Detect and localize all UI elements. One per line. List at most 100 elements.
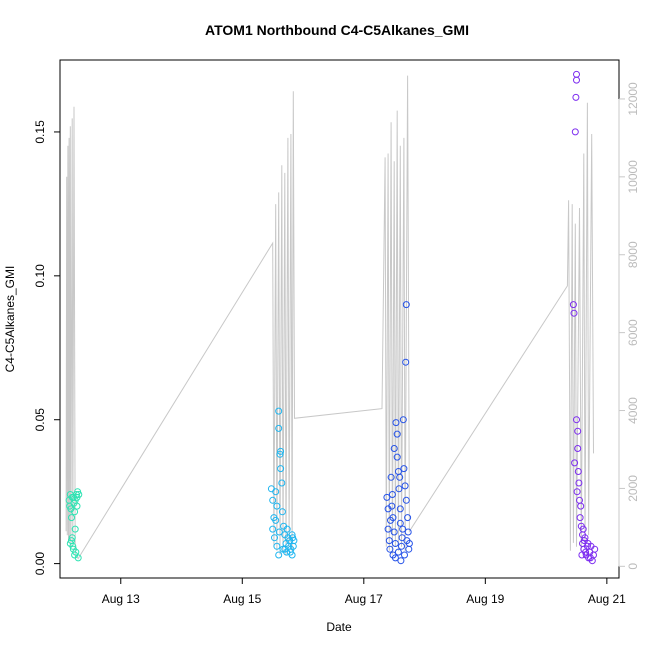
data-point [286,548,294,556]
data-point [570,309,578,317]
data-point [398,542,405,550]
y2-tick-label: 8000 [626,241,640,268]
data-point [393,453,401,461]
data-point [289,534,297,542]
data-point [571,128,579,136]
data-point [272,516,280,524]
data-point [269,525,277,533]
y-tick-label: 0.15 [33,120,47,144]
data-point [397,557,405,565]
data-point [571,459,579,467]
x-tick-label: Aug 13 [102,592,140,606]
data-point [278,479,286,487]
data-point [576,514,584,522]
data-point [388,502,396,510]
secondary-series-line [65,75,594,560]
data-point [277,447,285,455]
points-layer [65,70,599,565]
data-point [277,465,285,473]
data-point [71,551,79,559]
data-point [386,545,394,553]
data-point [572,93,580,101]
data-point [584,540,592,547]
data-point [391,540,399,547]
data-point [71,508,79,516]
y2-tick-label: 10000 [626,160,640,194]
x-axis-label: Date [326,620,352,634]
chart-title: ATOM1 Northbound C4-C5Alkanes_GMI [205,22,469,38]
data-point [574,468,582,475]
x-tick-label: Aug 15 [223,592,261,606]
data-point [73,502,81,510]
data-point [283,525,291,533]
data-point [396,505,404,513]
data-point [578,551,586,559]
data-point [394,548,402,556]
data-point [383,493,391,501]
data-point [577,502,585,510]
data-point [273,542,281,550]
y-tick-label: 0.10 [33,264,47,288]
x-tick-label: Aug 17 [345,592,383,606]
data-point [586,554,594,562]
y2-tick-label: 4000 [626,397,640,424]
data-point [402,496,410,504]
data-point [574,427,582,435]
data-point [581,534,589,542]
data-point [275,551,283,559]
data-point [385,537,393,545]
data-point [395,485,403,493]
data-point [402,301,410,309]
data-point [404,514,412,522]
data-point [399,525,407,533]
data-point [574,445,582,452]
data-point [384,525,392,533]
plot-frame [59,59,620,579]
data-point [388,491,396,498]
data-point [269,496,277,504]
data-point [404,528,412,536]
data-point [387,473,395,481]
data-point [278,508,286,516]
data-point [390,445,398,452]
y2-tick-label: 6000 [626,319,640,346]
data-point [393,430,401,438]
y-axis-label: C4-C5Alkanes_GMI [3,266,17,373]
x-axis: Aug 13 Aug 15 Aug 17 Aug 19 Aug 21 [102,577,626,606]
data-point [402,358,410,366]
data-point [68,514,75,522]
data-point [575,479,583,487]
data-point [68,537,75,545]
data-point [391,554,399,562]
data-point [573,416,580,424]
data-point [272,488,280,496]
data-point [387,516,394,524]
data-point [569,301,577,309]
data-point [390,528,398,536]
y-axis: 0.00 0.05 0.10 0.15 [33,120,61,575]
data-point [275,424,283,432]
data-point [399,416,407,424]
data-point [401,482,409,490]
secondary-series-layer [65,75,594,560]
data-point [275,407,283,415]
data-point [276,450,284,458]
data-point [73,493,81,501]
y2-tick-label: 2000 [626,475,640,502]
data-point [392,419,400,427]
data-point [583,542,591,550]
data-point [579,525,587,533]
data-point [591,545,599,553]
data-point [405,545,413,553]
data-point [273,502,281,510]
data-point [400,465,408,473]
y-tick-label: 0.05 [33,408,47,432]
data-point [396,519,404,527]
data-point [275,528,283,536]
data-point [573,488,581,496]
data-point [71,525,79,533]
data-point [401,551,408,559]
data-point [573,76,580,84]
data-point [396,473,404,481]
